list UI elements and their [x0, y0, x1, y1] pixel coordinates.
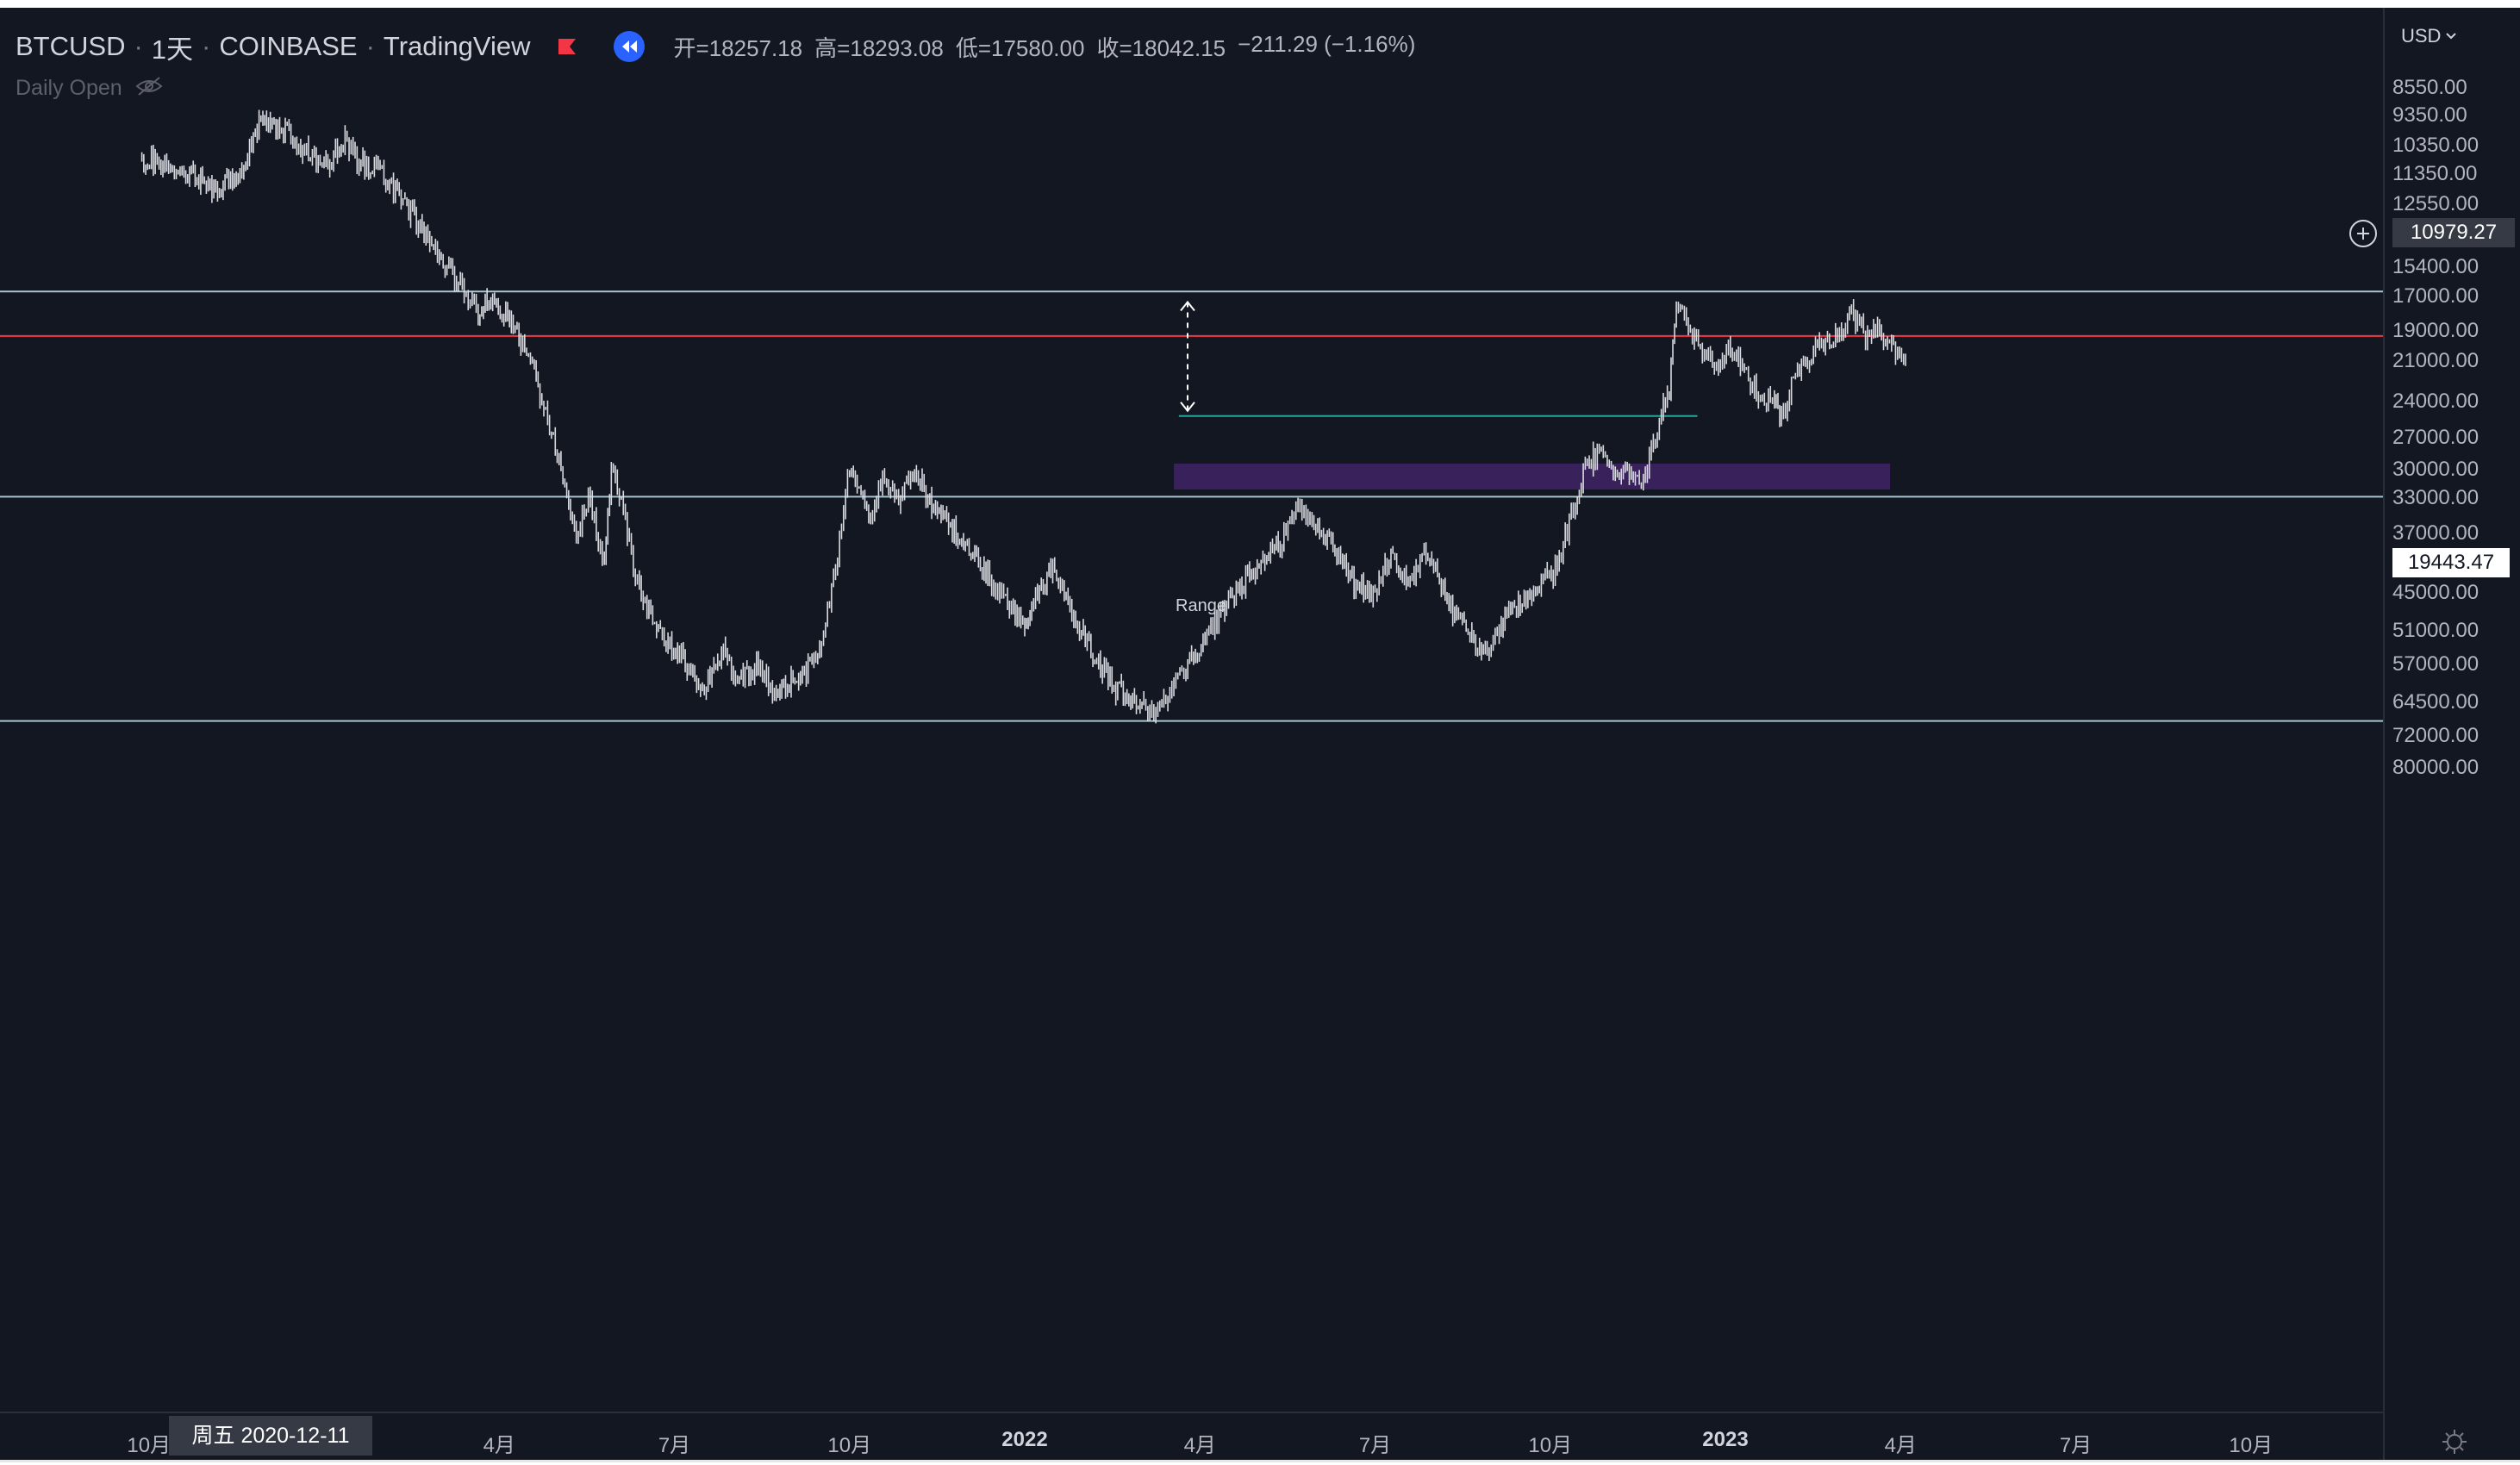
time-axis-label: 10月: [1528, 1434, 1573, 1457]
price-axis-label: 19000.00: [2392, 318, 2479, 342]
price-axis-label: 72000.00: [2392, 723, 2479, 747]
candles-layer: [140, 109, 1906, 724]
price-axis-label: 57000.00: [2392, 652, 2479, 676]
price-axis-label: 51000.00: [2392, 618, 2479, 642]
horizontal-levels: [0, 290, 2384, 722]
ohlc-values: 开=18257.18 高=18293.08 低=17580.00 收=18042…: [674, 31, 1416, 63]
separator: ·: [365, 31, 375, 61]
chart-window[interactable]: BTCUSD · 1天 · COINBASE · TradingView 开=1…: [0, 8, 2520, 1462]
time-axis-label: 7月: [1358, 1434, 1392, 1457]
currency-label[interactable]: USD: [2401, 25, 2442, 47]
price-axis-label: 27000.00: [2392, 425, 2479, 449]
time-axis-label: 10月: [2229, 1434, 2274, 1457]
time-axis-label: 4月: [483, 1434, 515, 1457]
price-axis-label: 11350.00: [2392, 161, 2478, 185]
time-axis-label: 4月: [1884, 1434, 1917, 1457]
eye-off-icon[interactable]: [134, 76, 164, 101]
close-label: 收: [1096, 34, 1120, 61]
close-value: =18042.15: [1119, 34, 1226, 61]
gear-icon[interactable]: [2441, 1428, 2468, 1456]
time-axis-label: 7月: [658, 1434, 691, 1457]
symbol-name[interactable]: BTCUSD: [16, 31, 126, 61]
crosshair-date-badge: 周五 2020-12-11: [169, 1416, 372, 1456]
plus-icon: [2357, 228, 2369, 240]
high-value: =18293.08: [837, 34, 944, 61]
open-label: 开: [673, 34, 696, 61]
price-axis-label: 45000.00: [2392, 580, 2479, 604]
price-axis-label: 37000.00: [2392, 521, 2479, 545]
zone-layer: [1174, 463, 1891, 489]
price-axis-label: 12550.00: [2392, 192, 2479, 216]
crosshair-price-badge: 10979.27: [2392, 218, 2515, 247]
price-axis-label: 21000.00: [2392, 349, 2479, 372]
separator: ·: [134, 31, 143, 61]
price-axis-label: 30000.00: [2392, 457, 2479, 481]
open-value: =18257.18: [695, 34, 803, 61]
exchange-label: COINBASE: [219, 31, 358, 61]
chevron-down-icon: [2446, 33, 2457, 40]
price-axis-label: 8550.00: [2392, 76, 2467, 100]
price-axis-label: 10350.00: [2392, 134, 2479, 158]
time-axis-label: 7月: [2059, 1434, 2093, 1457]
indicator-legend[interactable]: Daily Open: [16, 73, 164, 103]
range-annotation: [1180, 300, 1195, 413]
price-axis-label: 17000.00: [2392, 284, 2479, 309]
rewind-icon[interactable]: [613, 31, 645, 62]
time-axis-label: 10月: [127, 1434, 172, 1457]
price-axis-label: 80000.00: [2392, 755, 2479, 779]
change-value: −211.29 (−1.16%): [1238, 30, 1416, 57]
high-label: 高: [814, 34, 838, 61]
range-arrow-up: [1180, 300, 1195, 312]
low-value: =17580.00: [977, 34, 1085, 61]
last-price-badge: 19443.47: [2392, 548, 2510, 577]
time-axis-label: 10月: [827, 1434, 872, 1457]
price-axis-label: 24000.00: [2392, 390, 2479, 414]
symbol-legend: BTCUSD · 1天 · COINBASE · TradingView 开=1…: [16, 25, 1415, 68]
add-alert-button[interactable]: [2349, 220, 2377, 247]
time-axis-label: 2023: [1702, 1428, 1749, 1451]
price-axis-label: 33000.00: [2392, 486, 2479, 510]
time-axis-label: 2022: [1001, 1428, 1048, 1451]
price-axis-label: 9350.00: [2392, 103, 2467, 127]
source-label: TradingView: [383, 31, 531, 61]
price-axis-label: 15400.00: [2392, 254, 2479, 278]
range-label: Range: [1176, 596, 1226, 615]
price-axis-label: 64500.00: [2392, 689, 2479, 714]
currency-selector[interactable]: USD: [2401, 25, 2457, 47]
interval-label[interactable]: 1天: [151, 34, 194, 65]
flag-icon[interactable]: [557, 37, 577, 56]
demand-zone: [1174, 463, 1891, 489]
range-arrow-down: [1180, 402, 1195, 413]
time-axis-label: 4月: [1183, 1434, 1216, 1457]
separator: ·: [202, 31, 211, 61]
chart-canvas[interactable]: [0, 8, 2520, 1462]
low-label: 低: [955, 34, 978, 61]
indicator-name[interactable]: Daily Open: [16, 75, 122, 100]
